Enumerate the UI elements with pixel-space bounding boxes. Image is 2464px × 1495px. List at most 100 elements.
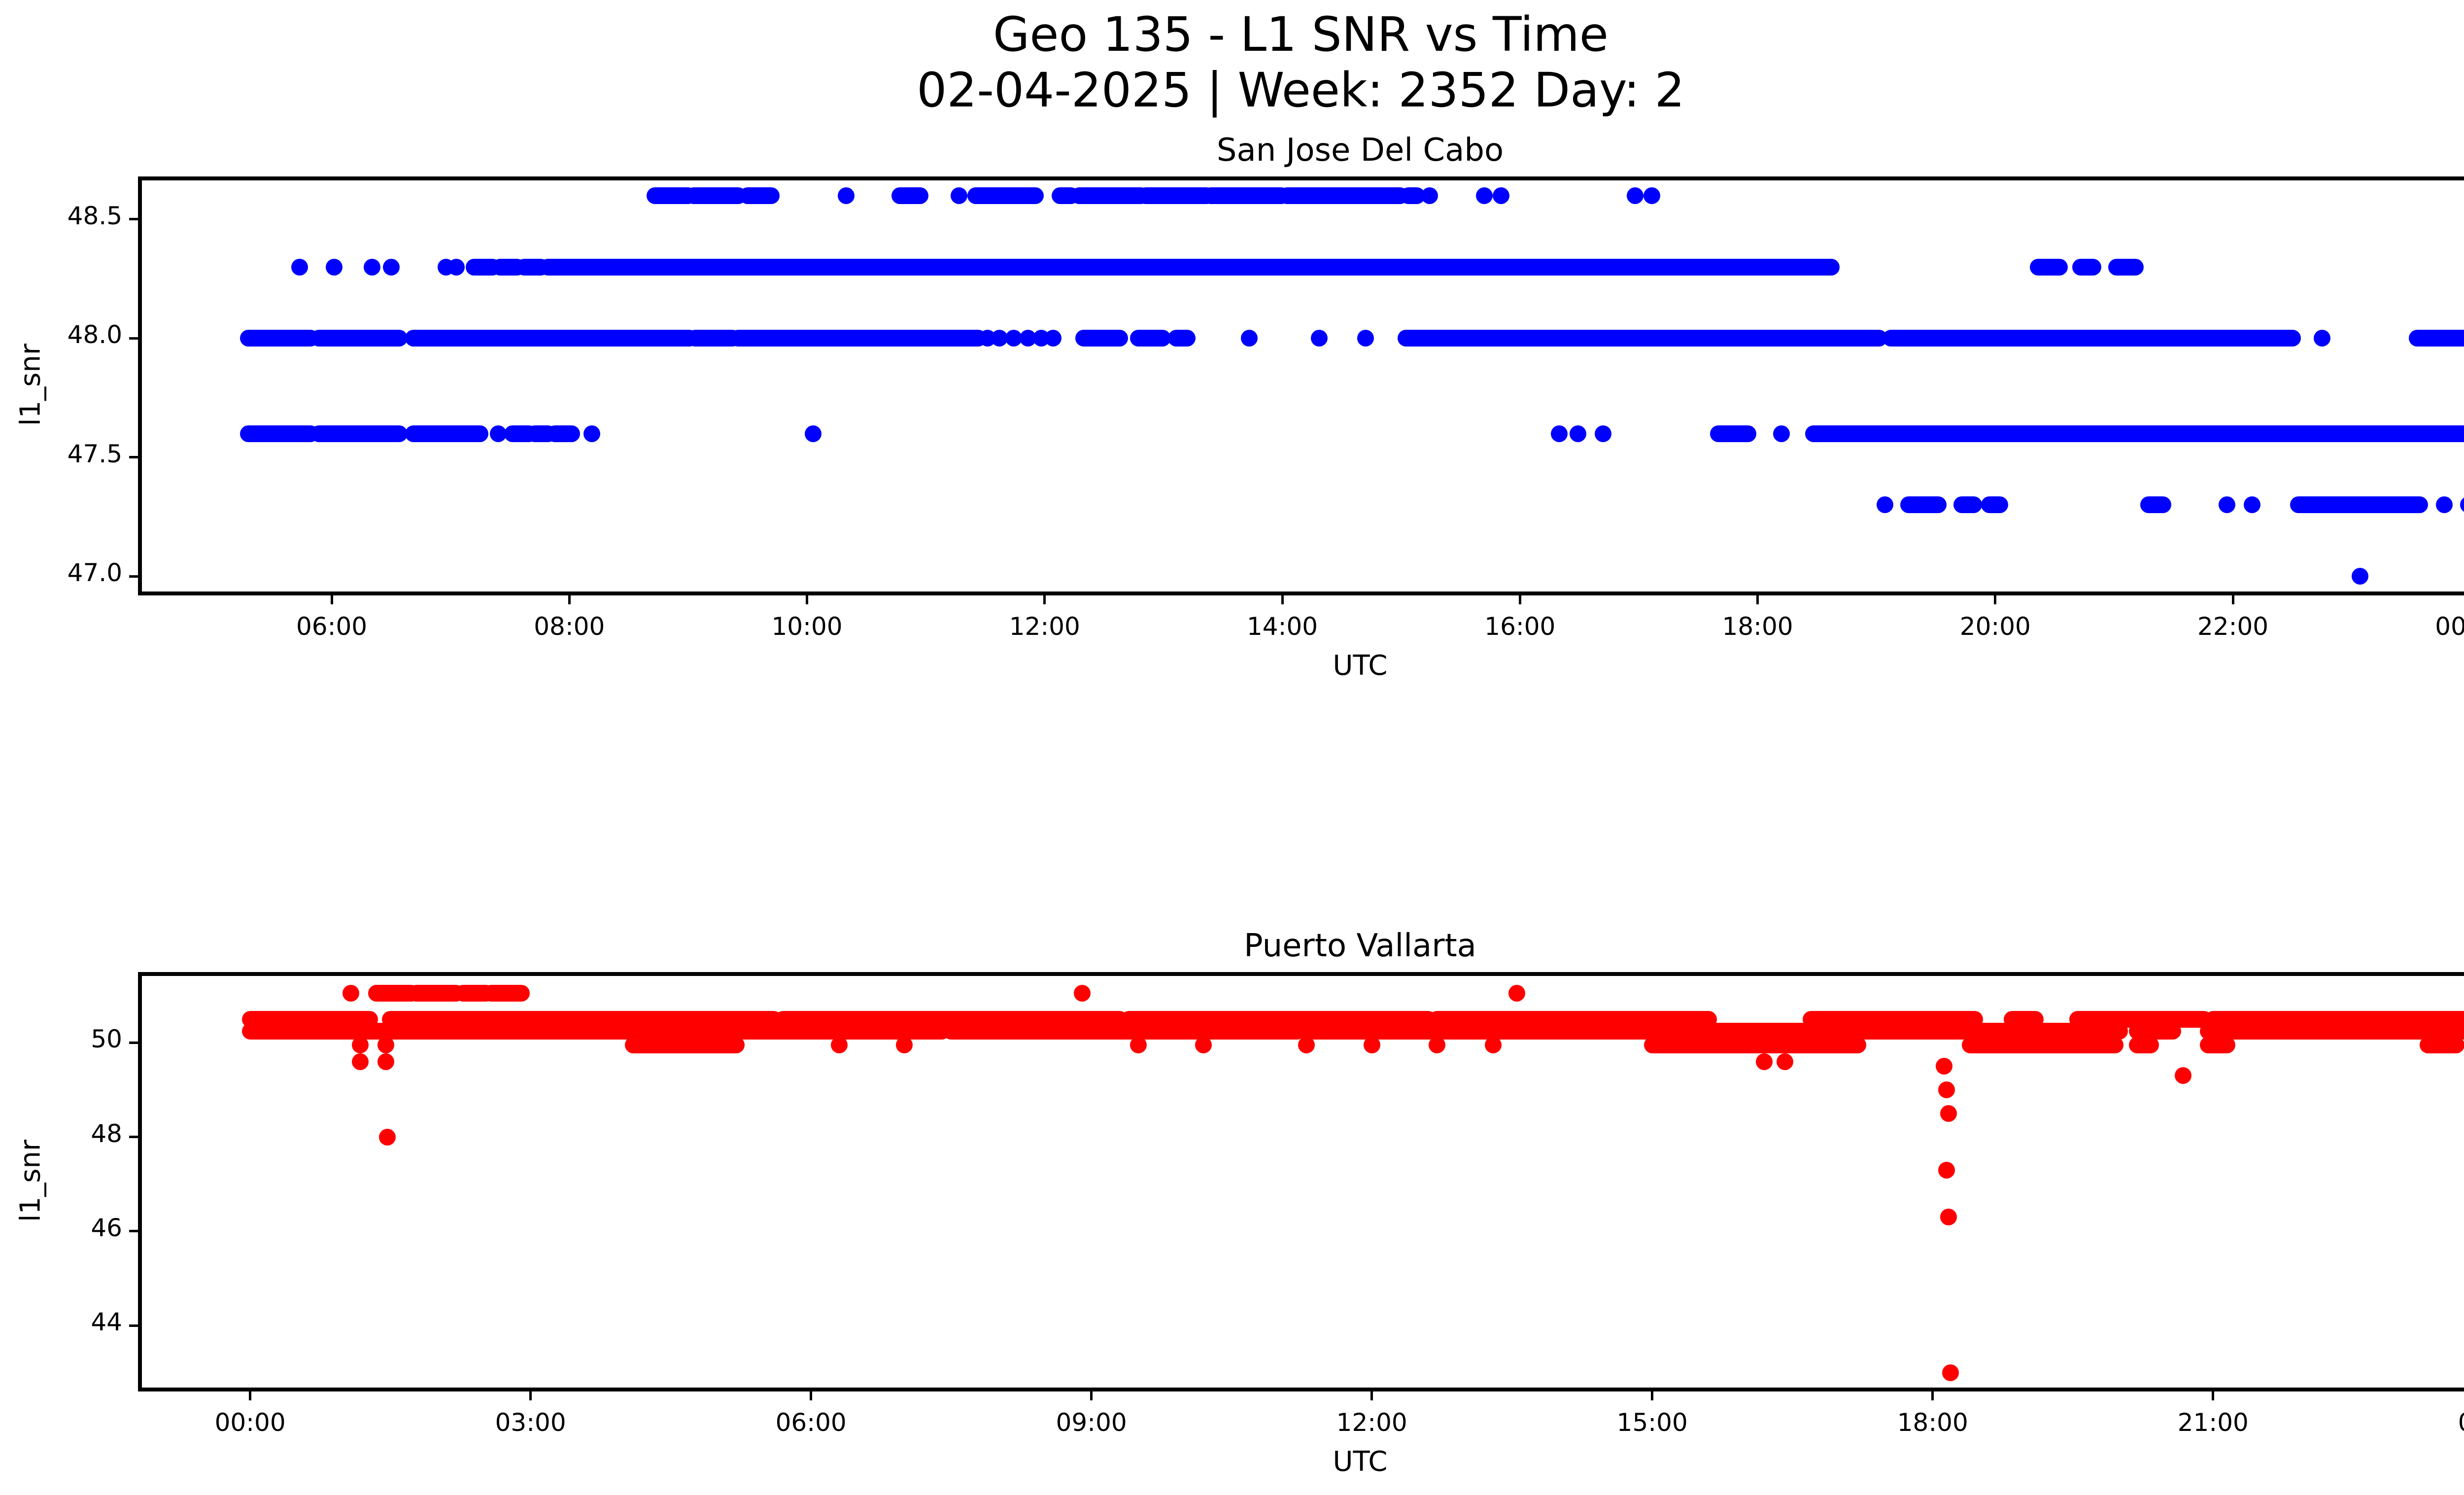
scatter-point <box>1475 187 1493 204</box>
scatter-segment <box>2420 1037 2464 1054</box>
scatter-segment <box>405 330 698 347</box>
scatter-segment <box>2108 258 2144 276</box>
y-tick-label: 50 <box>91 1025 122 1054</box>
x-tick-label: 15:00 <box>1616 1408 1688 1437</box>
y-tick-label: 44 <box>91 1308 122 1337</box>
scatter-point <box>2352 568 2369 585</box>
scatter-point <box>377 1037 394 1054</box>
scatter-point <box>352 1037 369 1054</box>
scatter-point <box>1940 1105 1957 1122</box>
scatter-segment <box>2129 1037 2159 1054</box>
scatter-point <box>1357 330 1374 347</box>
scatter-segment <box>891 187 928 204</box>
scatter-point <box>325 258 342 276</box>
scatter-segment <box>625 1037 745 1054</box>
scatter-point <box>448 258 465 276</box>
scatter-segment <box>1075 330 1128 347</box>
x-axis-label: UTC <box>1333 1446 1388 1478</box>
scatter-point <box>1508 985 1525 1002</box>
scatter-point <box>1073 985 1091 1002</box>
scatter-segment <box>943 1022 1305 1040</box>
x-tick-label: 16:00 <box>1484 612 1556 641</box>
x-tick-mark <box>1931 1391 1934 1400</box>
x-tick-mark <box>1370 1391 1373 1400</box>
subplot-title: Puerto Vallarta <box>1244 928 1476 964</box>
y-tick-mark <box>129 1324 138 1327</box>
scatter-segment <box>408 985 464 1002</box>
scatter-point <box>379 1128 396 1146</box>
scatter-point <box>1876 496 1893 514</box>
y-tick-label: 48 <box>91 1119 122 1148</box>
scatter-point <box>2219 496 2236 514</box>
y-tick-label: 47.5 <box>67 439 122 468</box>
figure-title: Geo 135 - L1 SNR vs Time 02-04-2025 | We… <box>0 7 2464 119</box>
scatter-point <box>1570 425 1587 442</box>
scatter-segment <box>1137 187 1215 204</box>
scatter-point <box>1938 1161 1955 1179</box>
y-tick-mark <box>129 1041 138 1044</box>
scatter-point <box>377 1053 394 1070</box>
x-tick-label: 08:00 <box>534 612 605 641</box>
scatter-segment <box>2072 258 2101 276</box>
scatter-segment <box>2408 330 2464 347</box>
x-tick-mark <box>568 595 571 604</box>
y-tick-label: 48.0 <box>67 320 122 349</box>
y-tick-mark <box>129 1136 138 1139</box>
scatter-point <box>382 258 400 276</box>
x-tick-label: 00:00 <box>2420 1408 2464 1437</box>
x-tick-mark <box>1651 1391 1654 1400</box>
scatter-point <box>2460 496 2464 514</box>
scatter-point <box>1485 1037 1502 1054</box>
scatter-segment <box>241 1022 951 1040</box>
scatter-point <box>1298 1037 1315 1054</box>
scatter-segment <box>2129 1022 2182 1040</box>
scatter-point <box>352 1053 369 1070</box>
scatter-point <box>1310 330 1328 347</box>
x-tick-mark <box>1090 1391 1093 1400</box>
x-tick-mark <box>330 595 333 604</box>
y-tick-mark <box>129 337 138 340</box>
scatter-segment <box>967 187 1044 204</box>
scatter-point <box>991 330 1008 347</box>
scatter-segment <box>1130 330 1171 347</box>
y-tick-label: 48.5 <box>67 201 122 230</box>
x-tick-mark <box>1043 595 1046 604</box>
x-tick-label: 14:00 <box>1247 612 1318 641</box>
scatter-segment <box>1882 330 2301 347</box>
scatter-segment <box>2200 1037 2236 1054</box>
scatter-segment <box>1677 1022 2128 1040</box>
scatter-point <box>951 187 968 204</box>
scatter-point <box>342 985 360 1002</box>
x-tick-label: 00:00 <box>2435 612 2464 641</box>
scatter-segment <box>547 425 581 442</box>
x-tick-label: 12:00 <box>1009 612 1080 641</box>
subplot-title: San Jose Del Cabo <box>1216 132 1504 169</box>
scatter-segment <box>240 425 319 442</box>
scatter-segment <box>1070 187 1150 204</box>
x-tick-label: 06:00 <box>775 1408 847 1437</box>
scatter-point <box>1595 425 1612 442</box>
x-tick-mark <box>2231 595 2234 604</box>
y-tick-label: 46 <box>91 1213 122 1242</box>
y-tick-mark <box>129 456 138 459</box>
scatter-segment <box>1397 330 1887 347</box>
scatter-point <box>1492 187 1509 204</box>
scatter-point <box>2313 330 2330 347</box>
x-tick-mark <box>806 595 809 604</box>
x-tick-label: 03:00 <box>495 1408 566 1437</box>
x-tick-label: 12:00 <box>1336 1408 1407 1437</box>
scatter-segment <box>1953 496 1983 514</box>
x-tick-mark <box>810 1391 813 1400</box>
scatter-segment <box>1298 1022 1689 1040</box>
scatter-segment <box>2140 496 2171 514</box>
x-tick-mark <box>249 1391 252 1400</box>
scatter-segment <box>1710 425 1757 442</box>
y-tick-mark <box>129 218 138 221</box>
scatter-point <box>1240 330 1258 347</box>
scatter-point <box>1129 1037 1147 1054</box>
x-tick-label: 18:00 <box>1897 1408 1968 1437</box>
x-tick-label: 18:00 <box>1722 612 1793 641</box>
scatter-segment <box>240 330 319 347</box>
scatter-point <box>2243 496 2260 514</box>
